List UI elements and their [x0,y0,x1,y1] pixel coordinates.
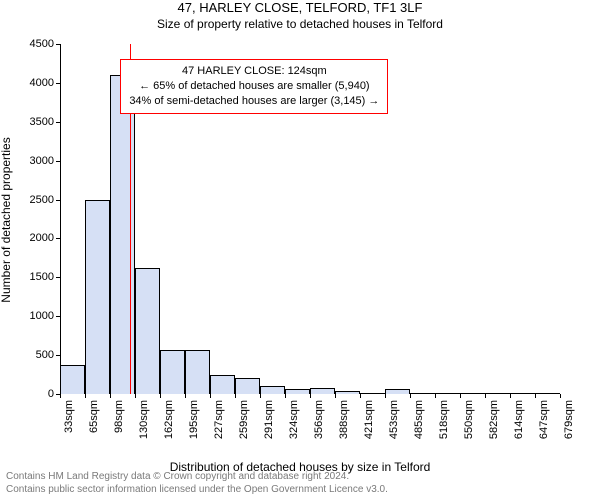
y-tick-mark [56,277,60,278]
x-tick-label: 291sqm [263,400,275,439]
histogram-bar [435,393,460,394]
x-tick-label: 518sqm [438,400,450,439]
x-tick-mark [110,394,111,398]
x-tick-mark [560,394,561,398]
y-tick-mark [56,238,60,239]
callout-line-2: ← 65% of detached houses are smaller (5,… [129,79,379,94]
histogram-bar [285,389,310,394]
y-axis-line [60,44,61,394]
y-tick-label: 4000 [30,77,54,89]
x-tick-mark [285,394,286,398]
x-tick-mark [435,394,436,398]
histogram-bar [310,388,335,394]
x-tick-mark [185,394,186,398]
x-tick-label: 227sqm [213,400,225,439]
x-tick-label: 130sqm [138,400,150,439]
histogram-bar [335,391,360,394]
y-tick-mark [56,161,60,162]
x-tick-label: 550sqm [463,400,475,439]
y-tick-label: 2500 [30,194,54,206]
x-tick-mark [210,394,211,398]
x-tick-mark [85,394,86,398]
x-tick-label: 453sqm [388,400,400,439]
histogram-bar [60,365,85,394]
x-tick-label: 356sqm [313,400,325,439]
x-tick-label: 582sqm [488,400,500,439]
x-tick-mark [335,394,336,398]
x-tick-mark [510,394,511,398]
x-tick-mark [485,394,486,398]
y-tick-mark [56,122,60,123]
x-tick-mark [60,394,61,398]
x-tick-label: 33sqm [63,400,75,433]
histogram-bar [460,393,485,394]
attribution-text: Contains HM Land Registry data © Crown c… [6,471,388,496]
x-tick-mark [235,394,236,398]
histogram-bar [260,386,285,394]
x-tick-mark [135,394,136,398]
x-tick-mark [410,394,411,398]
x-tick-label: 162sqm [163,400,175,439]
x-tick-mark [260,394,261,398]
y-tick-label: 1000 [30,310,54,322]
x-tick-mark [160,394,161,398]
y-tick-mark [56,44,60,45]
x-tick-label: 259sqm [238,400,250,439]
x-tick-mark [535,394,536,398]
y-tick-label: 3000 [30,155,54,167]
histogram-bar [510,393,535,394]
histogram-bar [385,389,410,394]
histogram-bar [235,378,260,394]
histogram-bar [360,393,385,394]
x-tick-label: 485sqm [413,400,425,439]
histogram-bar [535,393,560,394]
x-tick-mark [460,394,461,398]
x-tick-label: 195sqm [188,400,200,439]
callout-box: 47 HARLEY CLOSE: 124sqm← 65% of detached… [120,59,388,114]
attribution-line-1: Contains HM Land Registry data © Crown c… [6,471,388,484]
chart-title: 47, HARLEY CLOSE, TELFORD, TF1 3LF [0,0,600,15]
plot-region: 05001000150020002500300035004000450033sq… [60,44,560,394]
x-tick-label: 421sqm [363,400,375,439]
y-tick-mark [56,200,60,201]
x-tick-label: 324sqm [288,400,300,439]
y-tick-label: 3500 [30,116,54,128]
y-tick-label: 500 [36,349,54,361]
attribution-line-2: Contains public sector information licen… [6,484,388,497]
histogram-bar [410,393,435,394]
histogram-bar [85,200,110,394]
x-tick-label: 679sqm [563,400,575,439]
y-tick-label: 1500 [30,271,54,283]
y-tick-mark [56,316,60,317]
x-tick-label: 98sqm [113,400,125,433]
chart-subtitle: Size of property relative to detached ho… [0,17,600,31]
x-tick-mark [360,394,361,398]
histogram-bar [160,350,185,394]
x-tick-label: 647sqm [538,400,550,439]
y-tick-label: 2000 [30,232,54,244]
x-tick-label: 614sqm [513,400,525,439]
y-axis-label: Number of detached properties [0,137,13,302]
callout-line-3: 34% of semi-detached houses are larger (… [129,94,379,109]
histogram-bar [210,375,235,394]
x-tick-label: 388sqm [338,400,350,439]
chart-area: 05001000150020002500300035004000450033sq… [60,44,560,424]
histogram-bar [185,350,210,394]
x-tick-label: 65sqm [88,400,100,433]
x-tick-mark [385,394,386,398]
histogram-bar [135,268,160,394]
y-tick-label: 4500 [30,38,54,50]
y-tick-mark [56,83,60,84]
x-tick-mark [310,394,311,398]
histogram-bar [485,393,510,394]
y-tick-label: 0 [48,388,54,400]
callout-line-1: 47 HARLEY CLOSE: 124sqm [129,64,379,79]
y-tick-mark [56,355,60,356]
